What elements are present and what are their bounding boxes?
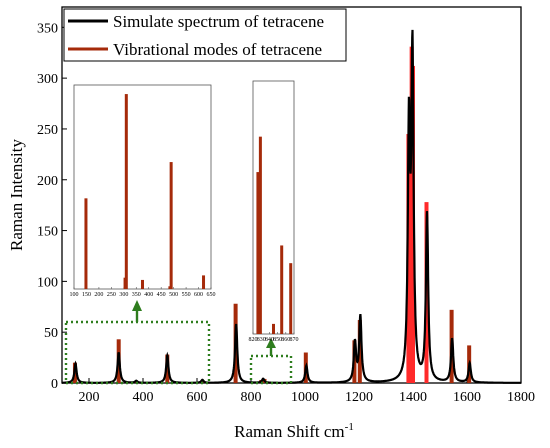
legend: Simulate spectrum of tetracene Vibration… bbox=[63, 8, 347, 62]
inset-1-tick-label: 450 bbox=[157, 292, 166, 298]
zoom-region-1 bbox=[64, 320, 211, 385]
inset-1-frame bbox=[73, 84, 212, 290]
inset-1-tick-label: 550 bbox=[182, 292, 191, 298]
y-tick-label: 150 bbox=[37, 225, 58, 240]
mode-stick bbox=[165, 354, 170, 383]
x-tick-label: 1600 bbox=[453, 390, 481, 405]
x-tick-label: 1200 bbox=[345, 390, 373, 405]
y-tick-label: 200 bbox=[37, 174, 58, 189]
inset-1-tick-label: 500 bbox=[169, 292, 178, 298]
y-tick-label: 300 bbox=[37, 72, 58, 87]
x-tick-label: 1000 bbox=[291, 390, 319, 405]
x-tick-label: 200 bbox=[79, 390, 100, 405]
x-axis-title-sup: -1 bbox=[345, 421, 354, 433]
inset-2-stick bbox=[272, 323, 275, 334]
inset-1-stick bbox=[84, 198, 88, 289]
inset-2-stick bbox=[258, 136, 262, 334]
y-tick-label: 100 bbox=[37, 275, 58, 290]
y-tick-label: 350 bbox=[37, 21, 58, 36]
y-tick-label: 0 bbox=[51, 377, 58, 392]
inset-1-stick bbox=[202, 275, 206, 289]
x-tick-label: 1800 bbox=[507, 390, 535, 405]
legend-label-spectrum: Simulate spectrum of tetracene bbox=[113, 12, 324, 31]
mode-stick bbox=[200, 379, 205, 383]
x-tick-label: 1400 bbox=[399, 390, 427, 405]
zoom-region-2 bbox=[249, 354, 293, 385]
inset-2-tick-label: 860 bbox=[281, 337, 290, 343]
y-axis-title: Raman Intensity bbox=[7, 139, 26, 251]
inset-1-stick bbox=[169, 162, 173, 289]
inset-1-tick-label: 600 bbox=[194, 292, 203, 298]
inset-2-stick bbox=[289, 263, 293, 334]
x-tick-label: 800 bbox=[241, 390, 262, 405]
inset-1-stick bbox=[141, 279, 144, 289]
inset-1-tick-label: 200 bbox=[94, 292, 103, 298]
inset-1-tick-label: 250 bbox=[107, 292, 116, 298]
inset-2-stick bbox=[256, 172, 260, 334]
x-tick-label: 400 bbox=[133, 390, 154, 405]
inset-1-tick-label: 650 bbox=[207, 292, 216, 298]
x-axis-title-main: Raman Shift cm bbox=[234, 422, 344, 441]
plot-area: 200 400 600 800 1000 1200 1400 1600 180005010015… bbox=[37, 6, 535, 405]
inset-2-tick-label: 840 bbox=[265, 337, 274, 343]
mode-stick bbox=[357, 319, 362, 383]
zoom-arrowhead-2 bbox=[266, 338, 276, 348]
x-axis-title: Raman Shift cm-1 bbox=[234, 421, 354, 441]
inset-2-tick-label: 820 bbox=[249, 337, 258, 343]
legend-box bbox=[63, 8, 347, 62]
inset-2-stick bbox=[280, 245, 284, 334]
y-tick-label: 250 bbox=[37, 123, 58, 138]
inset-1-stick bbox=[124, 94, 128, 289]
inset-1-tick-label: 100 bbox=[70, 292, 79, 298]
inset-2-tick-label: 850 bbox=[273, 337, 282, 343]
zoom-arrowhead-1 bbox=[132, 300, 142, 311]
legend-label-modes: Vibrational modes of tetracene bbox=[113, 40, 322, 59]
inset-1-tick-label: 150 bbox=[82, 292, 91, 298]
x-tick-label: 600 bbox=[187, 390, 208, 405]
inset-2-tick-label: 830 bbox=[257, 337, 266, 343]
y-tick-label: 50 bbox=[44, 326, 58, 341]
inset-1-tick-label: 400 bbox=[144, 292, 153, 298]
inset-1-tick-label: 300 bbox=[119, 292, 128, 298]
inset-2-tick-label: 870 bbox=[290, 337, 299, 343]
inset-1-tick-label: 350 bbox=[132, 292, 141, 298]
